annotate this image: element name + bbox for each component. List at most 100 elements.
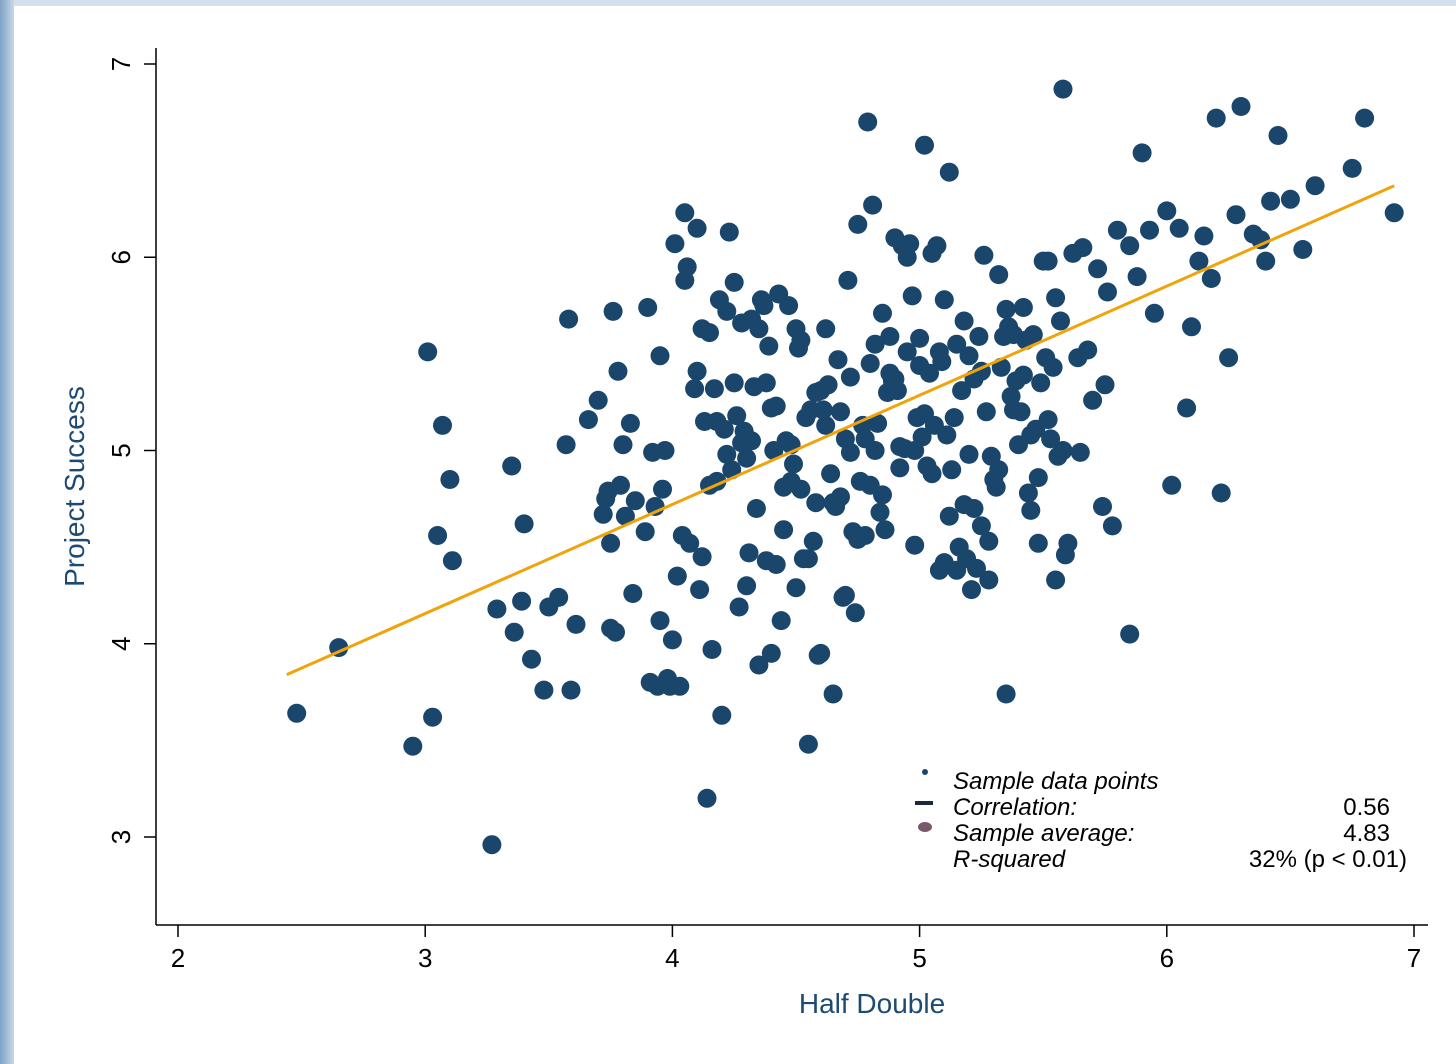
data-point bbox=[625, 491, 645, 511]
data-point bbox=[697, 788, 717, 808]
data-point bbox=[403, 736, 423, 756]
data-point bbox=[875, 520, 895, 540]
data-point bbox=[865, 334, 885, 354]
data-point bbox=[1083, 390, 1103, 410]
x-tick-label: 6 bbox=[1160, 943, 1174, 973]
data-point bbox=[514, 514, 534, 534]
data-point bbox=[1280, 189, 1300, 209]
data-point bbox=[798, 549, 818, 569]
data-point bbox=[1095, 375, 1115, 395]
data-point bbox=[954, 495, 974, 515]
data-point bbox=[1189, 251, 1209, 271]
y-tick-label: 5 bbox=[106, 443, 136, 457]
legend-correlation-value: 0.56 bbox=[1343, 794, 1390, 821]
data-point bbox=[863, 195, 883, 215]
data-point bbox=[791, 479, 811, 499]
data-point bbox=[905, 535, 925, 555]
data-point bbox=[1023, 325, 1043, 345]
data-point bbox=[675, 270, 695, 290]
data-point bbox=[1206, 108, 1226, 128]
legend-rsquared-value: 32% (p < 0.01) bbox=[1249, 846, 1407, 873]
data-point bbox=[1073, 238, 1093, 258]
data-point bbox=[1219, 348, 1239, 368]
data-point bbox=[811, 643, 831, 663]
data-point bbox=[912, 427, 932, 447]
data-point bbox=[1169, 218, 1189, 238]
data-point bbox=[1098, 282, 1117, 302]
data-point bbox=[816, 415, 836, 435]
data-point bbox=[504, 622, 524, 642]
data-point bbox=[880, 363, 900, 383]
data-point bbox=[702, 640, 722, 659]
data-point bbox=[1107, 220, 1127, 240]
data-point bbox=[732, 313, 752, 333]
x-tick-label: 5 bbox=[912, 943, 926, 973]
data-point bbox=[835, 585, 855, 605]
y-tick-label: 7 bbox=[106, 57, 136, 71]
data-point bbox=[996, 684, 1016, 704]
data-point bbox=[1177, 398, 1197, 418]
data-point bbox=[1102, 516, 1122, 536]
data-point bbox=[974, 245, 994, 265]
y-axis-title: Project Success bbox=[59, 386, 90, 587]
data-point bbox=[880, 327, 900, 346]
data-point bbox=[860, 475, 880, 495]
data-point bbox=[680, 533, 700, 553]
data-point bbox=[756, 373, 776, 393]
data-point bbox=[1046, 570, 1066, 590]
data-point bbox=[418, 342, 438, 362]
legend-rsquared-label: R-squared bbox=[953, 846, 1066, 873]
data-point bbox=[1051, 311, 1070, 331]
data-point bbox=[944, 408, 964, 428]
data-point bbox=[798, 734, 818, 754]
y-tick-label: 4 bbox=[106, 637, 136, 651]
legend-correlation-label: Correlation: bbox=[953, 794, 1077, 821]
data-point bbox=[1256, 251, 1276, 271]
data-point bbox=[653, 479, 672, 499]
data-point bbox=[1053, 79, 1073, 99]
legend-average-label: Sample average: bbox=[953, 820, 1134, 847]
data-point bbox=[482, 835, 502, 855]
x-tick-label: 3 bbox=[418, 943, 432, 973]
data-point bbox=[559, 309, 579, 329]
data-point bbox=[729, 597, 749, 617]
data-point bbox=[737, 448, 757, 468]
data-point bbox=[971, 516, 991, 536]
data-point bbox=[650, 611, 670, 631]
scatter-chart: 2 3 4 5 6 7 3 4 5 6 7 Half Double Project Success… bbox=[59, 48, 1428, 1019]
data-point bbox=[1120, 624, 1140, 644]
data-point bbox=[902, 286, 922, 306]
data-point bbox=[858, 112, 878, 132]
data-point bbox=[806, 493, 826, 513]
data-point bbox=[910, 328, 930, 348]
data-point bbox=[897, 342, 917, 362]
data-point bbox=[1028, 468, 1048, 488]
data-point bbox=[932, 352, 952, 372]
data-point bbox=[929, 560, 949, 580]
data-point bbox=[613, 435, 633, 455]
data-point bbox=[1201, 269, 1221, 288]
data-point bbox=[739, 543, 759, 563]
data-point bbox=[766, 396, 786, 416]
data-point bbox=[692, 319, 712, 339]
data-point bbox=[803, 531, 823, 551]
data-point bbox=[1211, 483, 1231, 503]
data-point bbox=[687, 218, 707, 238]
data-point bbox=[1293, 240, 1313, 259]
data-point bbox=[655, 441, 675, 460]
data-point bbox=[840, 442, 860, 462]
data-point bbox=[959, 444, 979, 464]
data-point bbox=[1043, 357, 1063, 377]
data-point bbox=[771, 611, 791, 631]
data-point bbox=[786, 319, 806, 339]
data-point bbox=[1194, 226, 1214, 246]
data-point bbox=[487, 599, 507, 619]
data-point bbox=[593, 504, 613, 524]
data-point bbox=[910, 356, 930, 375]
data-point bbox=[942, 460, 962, 480]
data-point bbox=[1058, 533, 1078, 553]
x-tick-label: 4 bbox=[665, 943, 679, 973]
data-point bbox=[724, 373, 744, 393]
data-point bbox=[897, 247, 917, 267]
data-point bbox=[704, 379, 724, 399]
